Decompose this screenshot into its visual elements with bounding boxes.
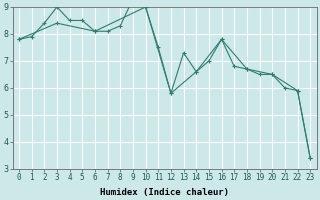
X-axis label: Humidex (Indice chaleur): Humidex (Indice chaleur) [100, 188, 229, 197]
